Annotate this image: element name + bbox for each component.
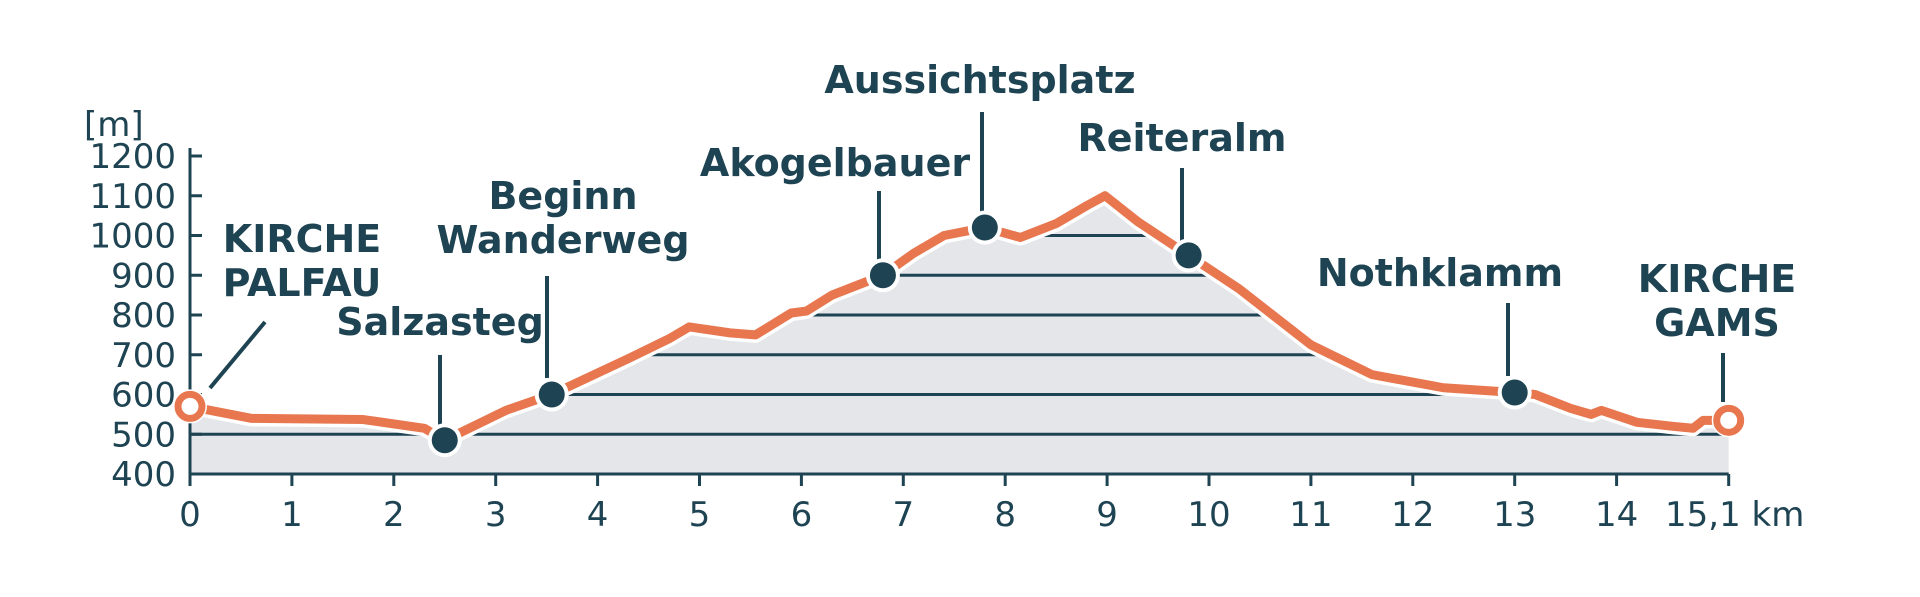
waypoint-marker <box>1501 379 1528 406</box>
waypoint-start-end-marker <box>1713 404 1745 436</box>
x-tick-label: 1 <box>281 495 303 535</box>
y-tick-label: 1200 <box>89 137 176 177</box>
x-tick-label: 12 <box>1391 495 1434 535</box>
waypoint-label: Beginn <box>488 174 637 218</box>
waypoint-marker <box>431 427 458 454</box>
x-tick-label: 8 <box>994 495 1016 535</box>
y-tick-label: 600 <box>111 376 176 416</box>
waypoint-leader-line <box>208 320 267 390</box>
y-tick-label: 500 <box>111 415 176 455</box>
waypoint: Aussichtsplatz <box>824 58 1136 245</box>
profile-line <box>185 191 1734 445</box>
x-tick-label: 5 <box>689 495 711 535</box>
x-tick-label: 0 <box>179 495 201 535</box>
y-tick-label: 400 <box>111 455 176 495</box>
waypoint-label: Wanderweg <box>436 218 689 262</box>
waypoint: Reiteralm <box>1078 116 1287 273</box>
x-tick-label: 2 <box>383 495 405 535</box>
waypoint-label: Salzasteg <box>336 300 544 344</box>
y-tick-label: 1100 <box>89 177 176 217</box>
y-axis-unit-label: [m] <box>84 105 144 145</box>
waypoint-annotations: KIRCHEPALFAUSalzastegBeginnWanderwegAkog… <box>173 58 1797 458</box>
waypoint-label: Nothklamm <box>1317 251 1563 295</box>
x-tick-label: 11 <box>1289 495 1332 535</box>
waypoint-label: Aussichtsplatz <box>824 58 1135 102</box>
grid-layer <box>190 234 1729 436</box>
x-tick-label: 14 <box>1595 495 1638 535</box>
profile-area <box>190 195 1729 474</box>
y-tick-label: 900 <box>111 256 176 296</box>
waypoint: Nothklamm <box>1317 251 1563 410</box>
waypoint: Akogelbauer <box>700 141 970 293</box>
x-tick-label: 7 <box>892 495 914 535</box>
waypoint-marker <box>971 214 998 241</box>
waypoint-label: KIRCHE <box>1638 257 1797 301</box>
waypoint-label: PALFAU <box>223 261 382 305</box>
waypoint-marker <box>1175 242 1202 269</box>
y-tick-label: 1000 <box>89 217 176 257</box>
profile-area-layer <box>190 195 1729 474</box>
waypoint-label: GAMS <box>1654 301 1780 345</box>
x-tick-label: 13 <box>1493 495 1536 535</box>
x-tick-label: 10 <box>1187 495 1230 535</box>
x-tick-label: 4 <box>587 495 609 535</box>
y-tick-label: 700 <box>111 336 176 376</box>
waypoint-label: Akogelbauer <box>700 141 970 185</box>
profile-line-layer <box>182 187 1737 449</box>
x-tick-label: 6 <box>791 495 813 535</box>
waypoint-marker <box>869 262 896 289</box>
waypoint-marker <box>538 381 565 408</box>
x-tick-label: 9 <box>1096 495 1118 535</box>
y-tick-label: 800 <box>111 296 176 336</box>
x-tick-label: 3 <box>485 495 507 535</box>
waypoint: Salzasteg <box>336 300 544 458</box>
waypoint-label: Reiteralm <box>1078 116 1287 160</box>
waypoint-label: KIRCHE <box>223 217 382 261</box>
x-axis-end-label: 15,1 km <box>1665 495 1804 535</box>
waypoint-start-end-marker <box>174 390 206 422</box>
